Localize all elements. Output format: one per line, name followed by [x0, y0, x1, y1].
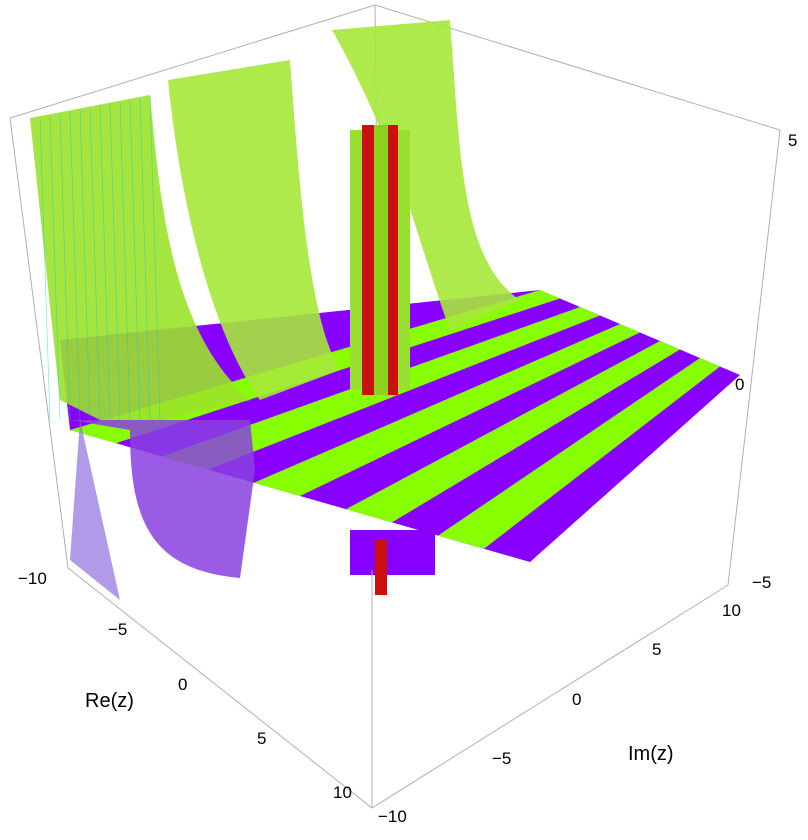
im-axis-label: Im(z) [628, 743, 674, 765]
im-tick: −5 [492, 749, 511, 768]
mesh-line [79, 109, 91, 421]
z-axis: −5 0 5 [735, 131, 797, 592]
surface-wall-lower [70, 420, 120, 600]
mesh-line [69, 111, 81, 421]
mesh-line [89, 107, 101, 421]
surface-spike-down [350, 530, 435, 575]
surface-spike [374, 125, 388, 395]
surface-wall [30, 95, 250, 430]
surface-stripe [346, 341, 680, 523]
mesh-line [59, 113, 71, 421]
re-tick: 5 [257, 729, 266, 748]
surface-wall [168, 60, 340, 400]
z-tick: 0 [735, 375, 744, 394]
mesh-line [109, 103, 121, 421]
mesh-line [129, 99, 141, 421]
surface-spike [398, 130, 410, 390]
re-tick: 10 [333, 783, 352, 802]
bounding-box-front [9, 117, 781, 809]
mesh-line [139, 97, 151, 421]
surface-spike [388, 125, 398, 395]
re-axis-label: Re(z) [85, 690, 134, 712]
re-axis: −10 −5 0 5 10 Re(z) [18, 569, 352, 802]
surface-wall [332, 20, 520, 330]
z-tick: 5 [788, 131, 797, 150]
im-tick: 0 [572, 690, 581, 709]
im-tick: 5 [652, 640, 661, 659]
mesh-line [149, 95, 161, 421]
mesh-line [99, 105, 111, 421]
re-tick: −5 [108, 620, 127, 639]
re-tick: 0 [178, 675, 187, 694]
surface-spike-down [375, 540, 387, 595]
mesh-line [119, 101, 131, 421]
surface-spike [362, 125, 374, 395]
re-tick: −10 [18, 569, 47, 588]
surface-stripe [254, 324, 640, 496]
surface-stripe [438, 358, 720, 549]
mesh-line [39, 117, 51, 421]
surface-wall-lower [70, 420, 255, 578]
surface-spike [350, 130, 362, 390]
surface [30, 20, 740, 600]
im-tick: −10 [378, 807, 407, 826]
mesh-line [49, 115, 61, 421]
im-tick: 10 [722, 601, 741, 620]
z-tick: −5 [752, 573, 771, 592]
surface-mesh [39, 95, 161, 421]
im-axis: −10 −5 0 5 10 Im(z) [378, 601, 741, 826]
